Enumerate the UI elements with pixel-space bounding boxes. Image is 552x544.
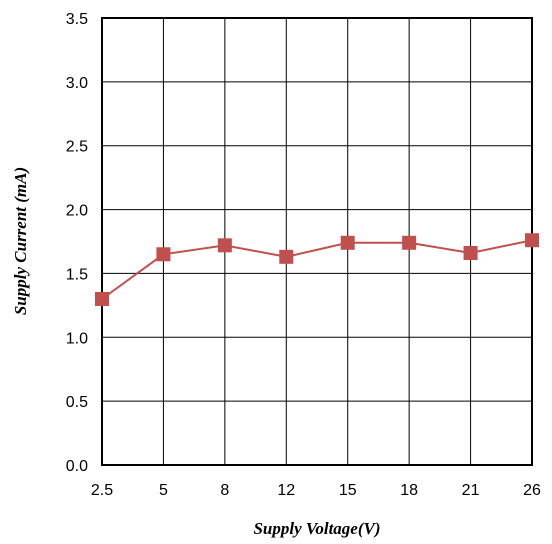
y-tick-label: 1.0 (66, 330, 88, 347)
x-tick-label: 8 (220, 482, 229, 499)
x-tick-label: 18 (400, 482, 418, 499)
data-point-marker (525, 233, 539, 248)
data-point-marker (279, 249, 294, 264)
x-axis-title: Supply Voltage(V) (253, 519, 380, 538)
y-tick-label: 2.0 (66, 203, 88, 220)
x-tick-label: 2.5 (91, 482, 113, 499)
x-tick-label: 21 (462, 482, 480, 499)
data-point-marker (463, 245, 478, 260)
x-tick-label: 26 (523, 482, 541, 499)
data-point-marker (156, 247, 171, 262)
x-tick-label: 12 (277, 482, 295, 499)
y-tick-label: 0.0 (66, 458, 88, 475)
series-line (101, 239, 533, 300)
y-axis-title: Supply Current (mA) (11, 167, 30, 315)
x-tick-label: 15 (339, 482, 357, 499)
data-point-marker (217, 238, 232, 253)
data-series (95, 233, 539, 306)
y-axis-ticks: 0.0 0.5 1.0 1.5 2.0 2.5 3.0 3.5 (66, 11, 88, 475)
plot-area-border (101, 17, 533, 466)
data-point-marker (95, 291, 109, 306)
data-point-marker (340, 235, 355, 250)
y-tick-label: 0.5 (66, 394, 88, 411)
data-point-marker (402, 235, 417, 250)
grid (101, 17, 533, 466)
y-tick-label: 2.5 (66, 139, 88, 156)
y-tick-label: 3.5 (66, 11, 88, 28)
y-tick-label: 1.5 (66, 266, 88, 283)
x-axis-ticks: 2.5 5 8 12 15 18 21 26 (91, 482, 541, 499)
x-tick-label: 5 (159, 482, 168, 499)
y-tick-label: 3.0 (66, 75, 88, 92)
